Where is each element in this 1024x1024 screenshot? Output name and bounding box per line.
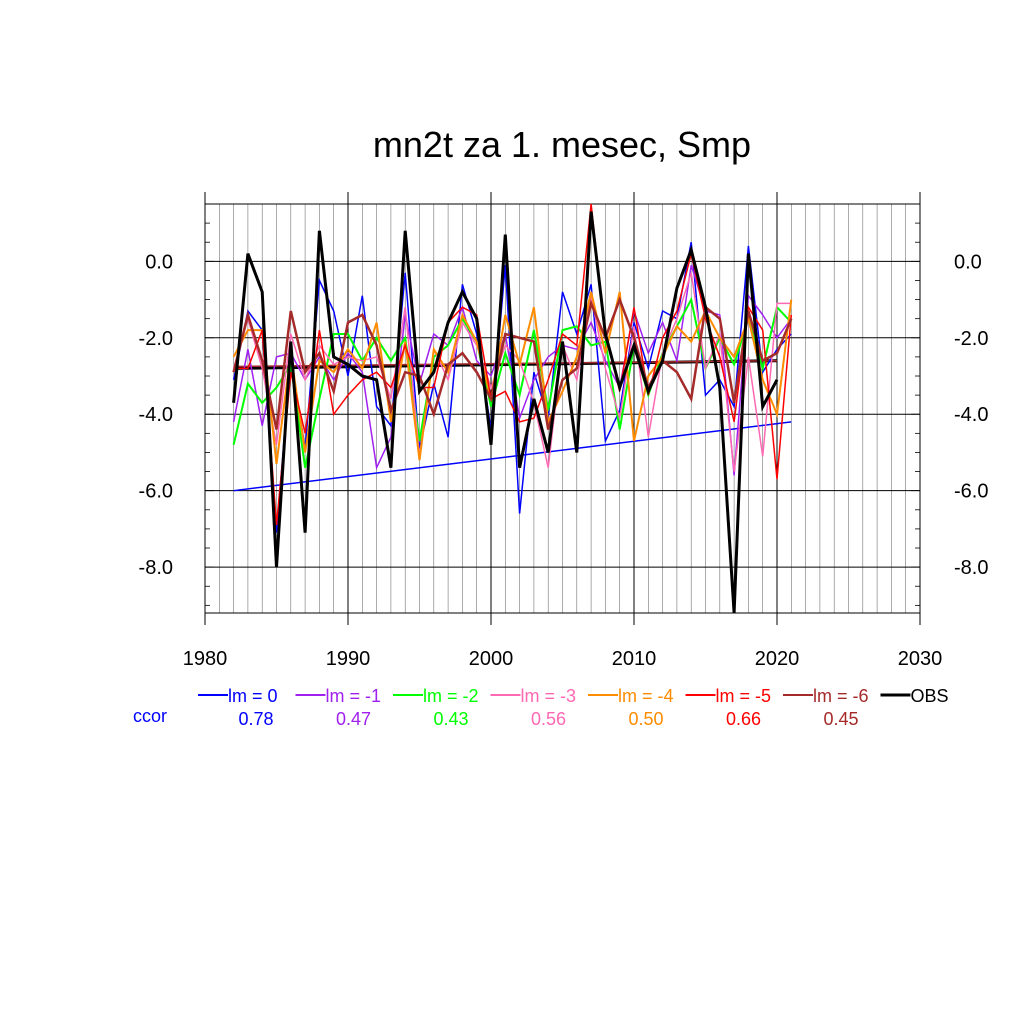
legend-label: lm = -5 (716, 686, 772, 706)
legend-ccor-value: 0.45 (823, 709, 858, 729)
y-tick-label-right: -8.0 (954, 557, 988, 579)
legend-label: lm = 0 (228, 686, 278, 706)
legend-label: lm = -2 (423, 686, 479, 706)
legend-ccor-value: 0.47 (336, 709, 371, 729)
legend-label: lm = -4 (618, 686, 674, 706)
x-tick-label: 1980 (183, 648, 228, 670)
legend-label: lm = -6 (813, 686, 869, 706)
legend-ccor-value: 0.78 (238, 709, 273, 729)
legend-label: lm = -1 (326, 686, 382, 706)
y-tick-label-left: -6.0 (139, 481, 173, 503)
series-lines (232, 203, 793, 614)
x-tick-label: 2020 (755, 648, 800, 670)
legend-label: OBS (911, 686, 949, 706)
plot-border (204, 203, 921, 614)
y-tick-label-left: -8.0 (139, 557, 173, 579)
series-line (232, 211, 779, 614)
y-tick-label-right: -6.0 (954, 481, 988, 503)
axes: 0.0 0.0 -2.0 -2.0 -4.0 -4.0 -6.0 -6.0 -8.0 -8.0 19… (139, 192, 988, 670)
legend-ccor-value: 0.66 (726, 709, 761, 729)
x-tick-label: 2030 (898, 648, 943, 670)
y-tick-label-left: -2.0 (139, 328, 173, 350)
x-tick-label: 1990 (326, 648, 371, 670)
plot-frame (204, 203, 921, 614)
x-tick-label: 2010 (612, 648, 657, 670)
x-tick-label: 2000 (469, 648, 514, 670)
ccor-label: ccor (133, 706, 167, 726)
trend-line (233, 421, 792, 492)
y-tick-label-left: -4.0 (139, 404, 173, 426)
y-tick-label-right: 0.0 (954, 251, 982, 273)
legend-ccor-value: 0.50 (628, 709, 663, 729)
legend: lm = 0 0.78 lm = -1 0.47 lm = -2 0.43 lm = -3 0… (133, 686, 949, 729)
legend-ccor-value: 0.43 (433, 709, 468, 729)
y-tick-label-right: -4.0 (954, 404, 988, 426)
y-tick-label-left: 0.0 (145, 251, 173, 273)
chart-title: mn2t za 1. mesec, Smp (373, 124, 751, 165)
y-tick-label-right: -2.0 (954, 328, 988, 350)
legend-label: lm = -3 (521, 686, 577, 706)
legend-ccor-value: 0.56 (531, 709, 566, 729)
